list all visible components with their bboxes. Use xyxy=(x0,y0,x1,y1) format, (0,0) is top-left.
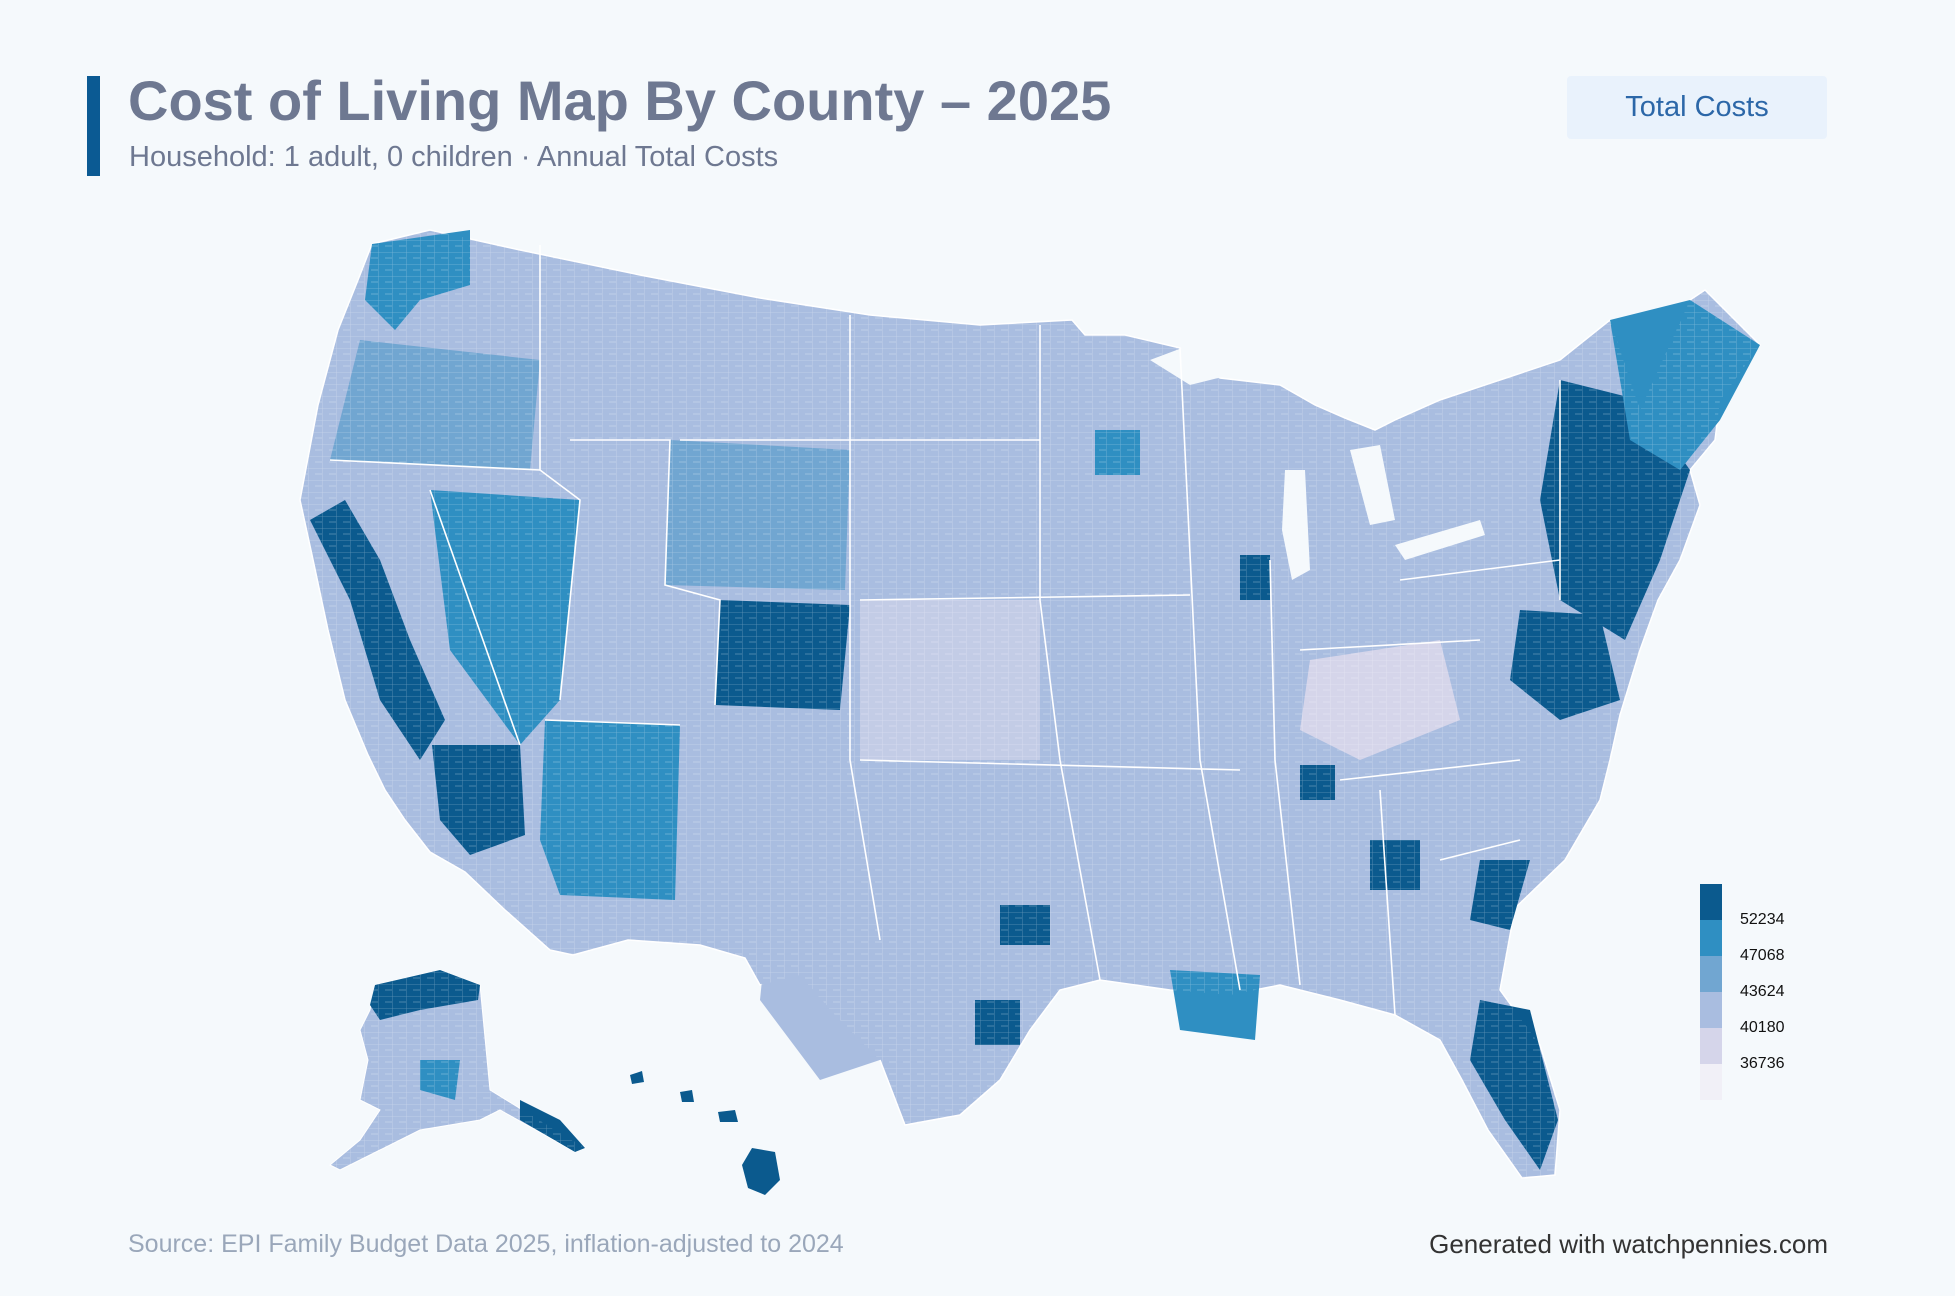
map-legend: 52234 47068 43624 40180 36736 xyxy=(1700,884,1830,1104)
lake-erie xyxy=(1395,520,1485,560)
legend-swatch-2 xyxy=(1700,956,1722,992)
generated-with-credit: Generated with watchpennies.com xyxy=(1429,1229,1828,1259)
legend-label-0: 52234 xyxy=(1740,911,1785,928)
lake-superior xyxy=(1150,330,1290,385)
state-boundaries xyxy=(329,245,1561,1016)
title-accent-bar xyxy=(87,76,100,176)
legend-swatch-3 xyxy=(1700,992,1722,1028)
hawaii-kauai[interactable] xyxy=(630,1071,644,1084)
legend-label-2: 43624 xyxy=(1740,983,1785,1000)
page-subtitle: Household: 1 adult, 0 children · Annual … xyxy=(129,141,779,173)
legend-swatch-5 xyxy=(1700,1064,1722,1100)
hawaii-big-island[interactable] xyxy=(742,1148,780,1195)
alaska xyxy=(329,969,587,1171)
county-boundaries xyxy=(300,230,1760,1178)
legend-swatch-0 xyxy=(1700,884,1722,920)
hawaii-maui[interactable] xyxy=(718,1110,738,1122)
legend-label-3: 40180 xyxy=(1740,1019,1785,1036)
legend-swatch-4 xyxy=(1700,1028,1722,1064)
alaska-county-texture xyxy=(330,970,585,1170)
data-source-note: Source: EPI Family Budget Data 2025, inf… xyxy=(128,1230,844,1258)
hawaii xyxy=(630,1071,780,1195)
page-title: Cost of Living Map By County – 2025 xyxy=(128,69,1112,132)
lake-michigan xyxy=(1282,470,1310,580)
hawaii-oahu[interactable] xyxy=(680,1090,694,1102)
legend-label-1: 47068 xyxy=(1740,947,1785,964)
legend-label-4: 36736 xyxy=(1740,1055,1785,1072)
contiguous-us xyxy=(299,229,1761,1179)
total-costs-button[interactable]: Total Costs xyxy=(1567,76,1827,139)
legend-swatch-1 xyxy=(1700,920,1722,956)
lake-huron xyxy=(1350,445,1395,525)
